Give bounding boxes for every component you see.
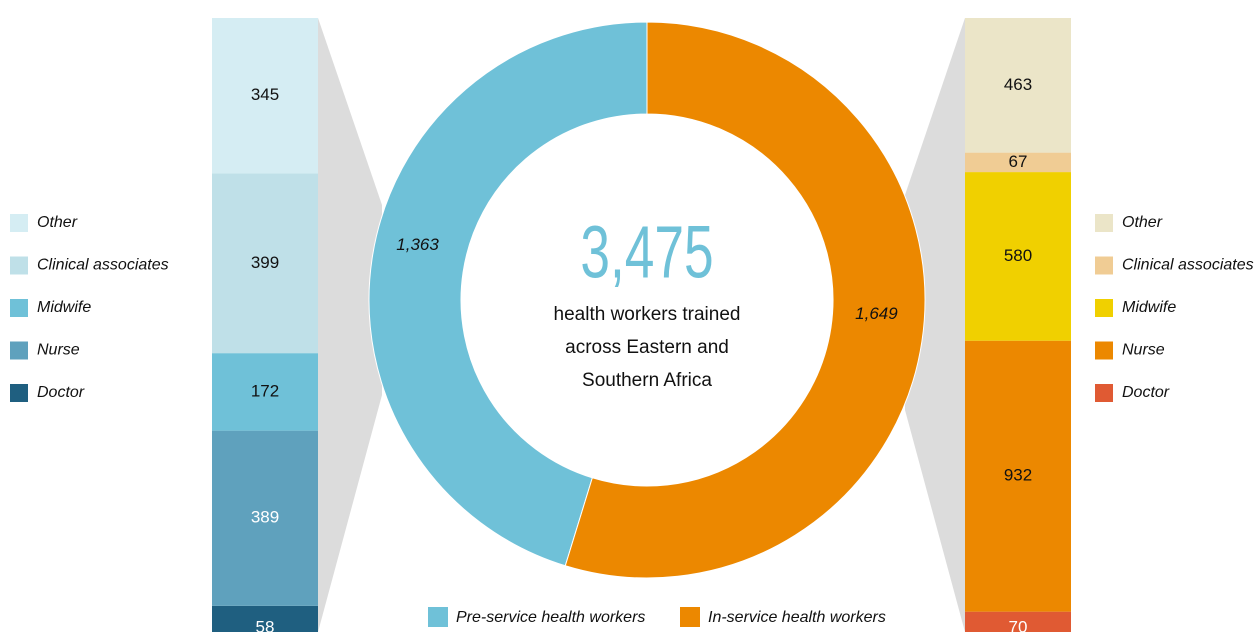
segment-label: 389	[251, 508, 279, 527]
connector	[905, 18, 965, 632]
legend-label: Pre-service health workers	[456, 609, 645, 626]
donut-value-label: 1,363	[396, 235, 439, 254]
legend-label: In-service health workers	[708, 609, 886, 626]
bar-segment	[212, 605, 318, 632]
connector	[318, 18, 382, 632]
legend-label: Other	[37, 214, 78, 231]
legend-label: Clinical associates	[1122, 257, 1254, 274]
segment-label: 172	[251, 381, 279, 400]
legend-swatch	[680, 607, 700, 627]
bar-segment	[212, 173, 318, 354]
bar-segment	[965, 611, 1071, 632]
legend-label: Midwife	[1122, 299, 1176, 316]
legend-label: Doctor	[1122, 384, 1170, 401]
legend-swatch	[10, 214, 28, 232]
center-text: health workers trained	[554, 304, 741, 325]
bar-segment	[965, 172, 1071, 341]
bar-segment	[212, 18, 318, 174]
legend-swatch	[428, 607, 448, 627]
segment-label: 399	[251, 253, 279, 272]
legend-swatch	[10, 384, 28, 402]
donut-slice	[564, 21, 926, 579]
donut-value-label: 1,649	[855, 304, 898, 323]
bar-segment	[212, 353, 318, 431]
segment-label: 58	[256, 617, 275, 632]
donut-slice	[368, 21, 648, 567]
center-text: Southern Africa	[582, 370, 712, 391]
legend-swatch	[10, 256, 28, 275]
legend-swatch	[10, 341, 28, 360]
segment-label: 932	[1004, 466, 1032, 485]
bar-segment	[965, 152, 1071, 173]
legend-swatch	[1095, 299, 1113, 317]
segment-label: 580	[1004, 246, 1032, 265]
bar-segment	[965, 340, 1071, 612]
legend-label: Nurse	[1122, 342, 1165, 359]
segment-label: 463	[1004, 75, 1032, 94]
legend-swatch	[10, 299, 28, 317]
legend-label: Other	[1122, 214, 1163, 231]
legend-swatch	[1095, 214, 1113, 232]
center-value: 3,475	[580, 211, 713, 294]
legend-label: Nurse	[37, 342, 80, 359]
legend-label: Clinical associates	[37, 257, 169, 274]
segment-label: 70	[1009, 617, 1028, 632]
legend-swatch	[1095, 341, 1113, 360]
segment-label: 67	[1009, 152, 1028, 171]
segment-label: 345	[251, 85, 279, 104]
legend-label: Midwife	[37, 299, 91, 316]
bar-segment	[212, 430, 318, 606]
bar-segment	[965, 18, 1071, 153]
legend-label: Doctor	[37, 384, 85, 401]
legend-swatch	[1095, 256, 1113, 275]
center-text: across Eastern and	[565, 337, 729, 358]
legend-swatch	[1095, 384, 1113, 402]
